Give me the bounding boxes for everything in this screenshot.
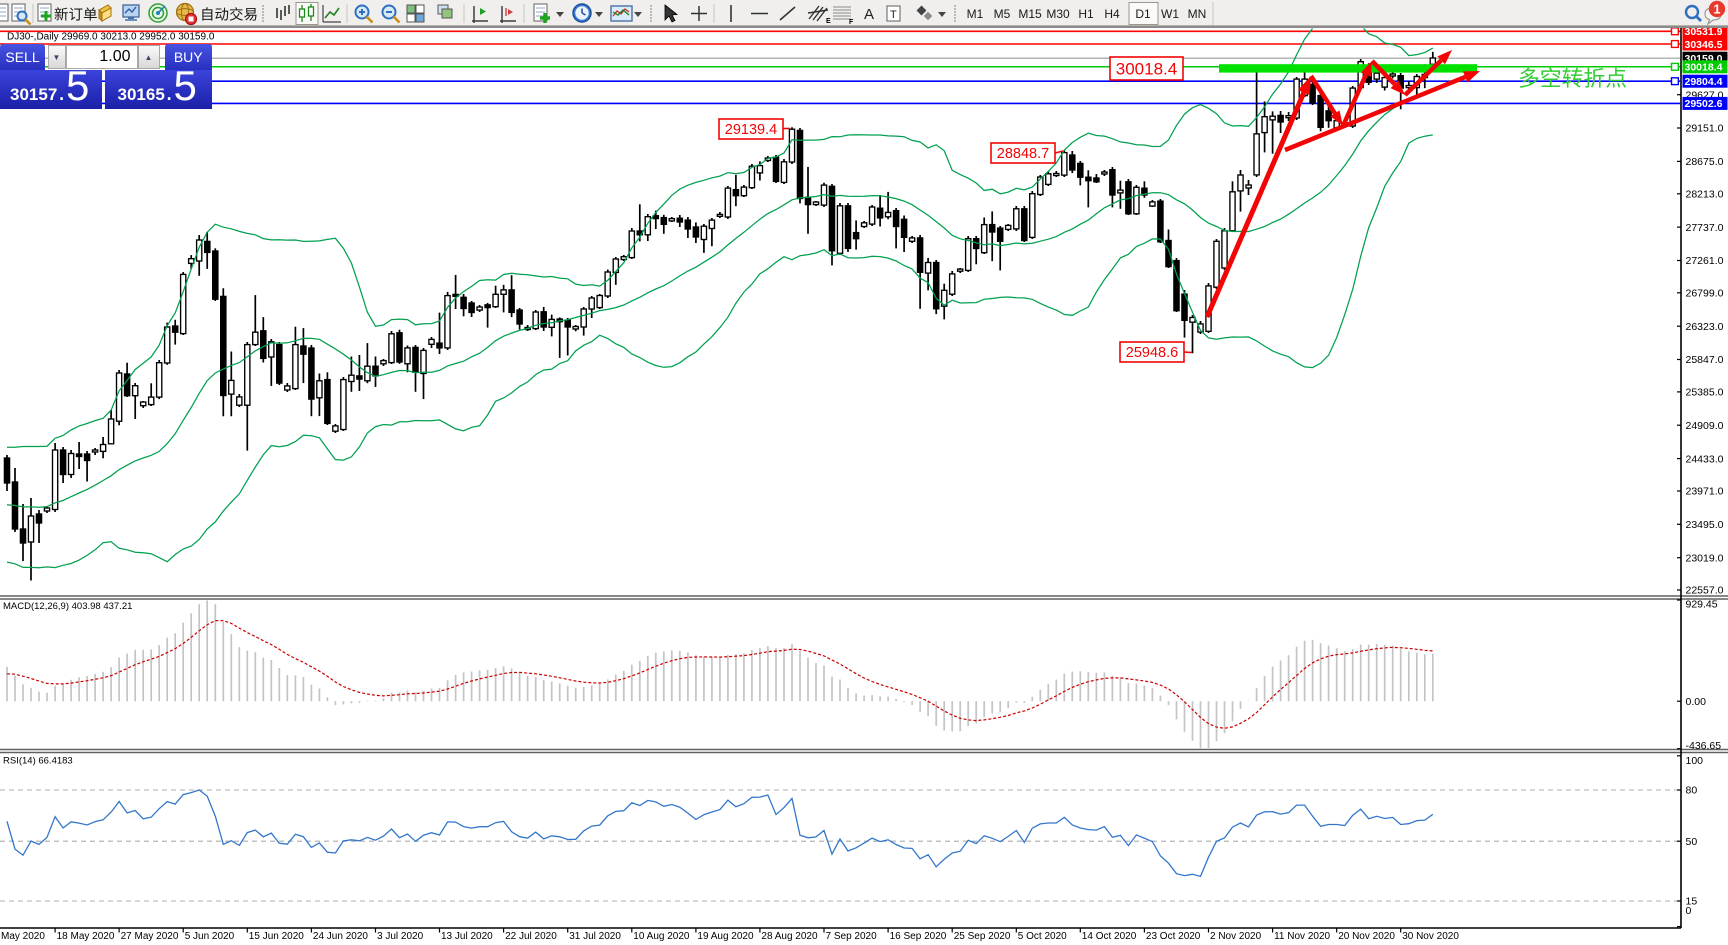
svg-text:19 Aug 2020: 19 Aug 2020 <box>697 931 754 942</box>
svg-text:27737.0: 27737.0 <box>1686 222 1724 234</box>
svg-text:25948.6: 25948.6 <box>1126 345 1178 361</box>
svg-text:29139.4: 29139.4 <box>725 122 777 138</box>
svg-text:5 Jun 2020: 5 Jun 2020 <box>185 931 235 942</box>
svg-text:F: F <box>849 19 854 26</box>
svg-text:29804.4: 29804.4 <box>1685 76 1723 88</box>
svg-text:28675.0: 28675.0 <box>1686 156 1724 168</box>
svg-text:20 Nov 2020: 20 Nov 2020 <box>1338 931 1395 942</box>
svg-text:29502.6: 29502.6 <box>1685 98 1723 110</box>
svg-text:13 Jul 2020: 13 Jul 2020 <box>441 931 493 942</box>
svg-text:30531.9: 30531.9 <box>1685 26 1723 38</box>
svg-text:23495.0: 23495.0 <box>1686 519 1724 531</box>
svg-text:15: 15 <box>1686 896 1698 908</box>
svg-text:100: 100 <box>1686 755 1704 767</box>
svg-text:RSI(14) 66.4183: RSI(14) 66.4183 <box>3 756 73 767</box>
svg-text:18 May 2020: 18 May 2020 <box>57 931 115 942</box>
svg-text:50: 50 <box>1686 836 1698 848</box>
svg-text:5 Oct 2020: 5 Oct 2020 <box>1018 931 1067 942</box>
svg-text:H1: H1 <box>1078 7 1094 21</box>
svg-text:T: T <box>890 9 897 21</box>
svg-text:0: 0 <box>1686 905 1692 917</box>
svg-text:H4: H4 <box>1104 7 1120 21</box>
svg-text:27 May 2020: 27 May 2020 <box>121 931 179 942</box>
svg-text:3 Jul 2020: 3 Jul 2020 <box>377 931 424 942</box>
svg-text:30018.4: 30018.4 <box>1116 60 1177 79</box>
svg-text:929.45: 929.45 <box>1686 599 1718 611</box>
svg-text:25847.0: 25847.0 <box>1686 354 1724 366</box>
svg-text:30018.4: 30018.4 <box>1685 62 1723 74</box>
svg-text:A: A <box>864 6 874 23</box>
svg-text:24 Jun 2020: 24 Jun 2020 <box>313 931 368 942</box>
svg-text:26323.0: 26323.0 <box>1686 321 1724 333</box>
svg-text:11 Nov 2020: 11 Nov 2020 <box>1274 931 1330 942</box>
svg-text:MACD(12,26,9) 403.98 437.21: MACD(12,26,9) 403.98 437.21 <box>3 601 132 612</box>
svg-text:23 Oct 2020: 23 Oct 2020 <box>1146 931 1201 942</box>
svg-text:22557.0: 22557.0 <box>1686 585 1724 597</box>
svg-text:28213.0: 28213.0 <box>1686 189 1724 201</box>
svg-text:M5: M5 <box>994 7 1011 21</box>
svg-text:M30: M30 <box>1046 7 1070 21</box>
svg-text:DJ30-,Daily 29969.0 30213.0 2: DJ30-,Daily 29969.0 30213.0 29952.0 3015… <box>7 32 215 43</box>
svg-text:M1: M1 <box>967 7 984 21</box>
svg-text:14 Oct 2020: 14 Oct 2020 <box>1082 931 1137 942</box>
svg-text:23019.0: 23019.0 <box>1686 552 1724 564</box>
svg-text:2 Nov 2020: 2 Nov 2020 <box>1210 931 1262 942</box>
svg-text:24433.0: 24433.0 <box>1686 453 1724 465</box>
svg-text:M15: M15 <box>1018 7 1042 21</box>
svg-text:10 Aug 2020: 10 Aug 2020 <box>633 931 690 942</box>
svg-text:30 Nov 2020: 30 Nov 2020 <box>1402 931 1459 942</box>
svg-text:May 2020: May 2020 <box>1 931 45 942</box>
svg-text:31 Jul 2020: 31 Jul 2020 <box>569 931 621 942</box>
svg-text:15 Jun 2020: 15 Jun 2020 <box>249 931 304 942</box>
svg-text:W1: W1 <box>1161 7 1179 21</box>
svg-text:1: 1 <box>1714 3 1721 17</box>
svg-text:27261.0: 27261.0 <box>1686 255 1724 267</box>
svg-text:28 Aug 2020: 28 Aug 2020 <box>761 931 818 942</box>
svg-text:MN: MN <box>1188 7 1207 21</box>
svg-text:80: 80 <box>1686 785 1698 797</box>
svg-text:0.00: 0.00 <box>1686 696 1707 708</box>
svg-text:22 Jul 2020: 22 Jul 2020 <box>505 931 557 942</box>
svg-text:26799.0: 26799.0 <box>1686 288 1724 300</box>
svg-text:29151.0: 29151.0 <box>1686 123 1724 135</box>
svg-text:D1: D1 <box>1135 7 1151 21</box>
svg-text:-436.65: -436.65 <box>1686 740 1722 752</box>
svg-text:7 Sep 2020: 7 Sep 2020 <box>826 931 878 942</box>
svg-text:25385.0: 25385.0 <box>1686 387 1724 399</box>
svg-text:16 Sep 2020: 16 Sep 2020 <box>890 931 947 942</box>
svg-text:30346.5: 30346.5 <box>1685 39 1723 51</box>
svg-text:28848.7: 28848.7 <box>997 146 1049 162</box>
svg-text:E: E <box>826 18 831 25</box>
svg-text:24909.0: 24909.0 <box>1686 420 1724 432</box>
svg-text:25 Sep 2020: 25 Sep 2020 <box>954 931 1011 942</box>
svg-text:23971.0: 23971.0 <box>1686 486 1724 498</box>
